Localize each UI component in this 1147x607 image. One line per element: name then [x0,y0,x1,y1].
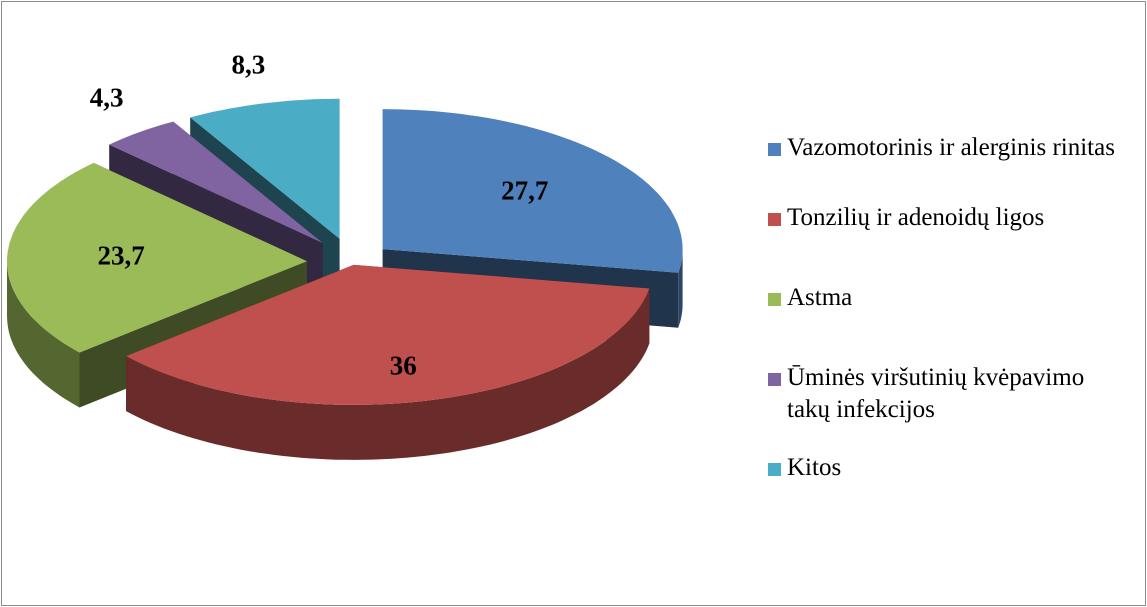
slice-top [190,98,340,239]
legend-swatch [768,213,781,226]
slice-wall [678,249,683,328]
legend-label: Tonzilių ir adenoidų ligos [787,204,1045,231]
slice [126,264,650,460]
pie-chart: 27,7 36 23,7 4,3 8,3 [7,49,683,460]
data-label: 27,7 [501,175,548,205]
slice-top [126,264,650,405]
legend-swatch [768,463,781,476]
legend-item: Kitos [768,452,1118,484]
data-label: 8,3 [231,49,265,79]
legend-item: Vazomotorinis ir alerginis rinitas [768,132,1118,202]
legend-swatch [768,143,781,156]
legend-swatch [768,293,781,306]
slice-top [382,109,683,273]
data-label: 4,3 [90,82,124,112]
legend-label: Kitos [787,454,842,481]
slice-wall [126,288,650,460]
legend-label: Vazomotorinis ir alerginis rinitas [787,134,1115,161]
legend-swatch [768,373,781,386]
slice-top [7,162,307,353]
legend-label: Astma [787,284,853,311]
data-label: 36 [390,351,417,381]
legend-item: Tonzilių ir adenoidų ligos [768,202,1118,282]
data-label: 23,7 [98,240,145,270]
legend-label: Ūminės viršutinių kvėpavimo takų infekci… [787,364,1085,423]
slice-wall [7,261,80,408]
legend-item: Ūminės viršutinių kvėpavimo takų infekci… [768,362,1118,452]
slice-top [109,121,323,243]
legend-item: Astma [768,282,1118,362]
legend: Vazomotorinis ir alerginis rinitas Tonzil… [768,132,1118,484]
